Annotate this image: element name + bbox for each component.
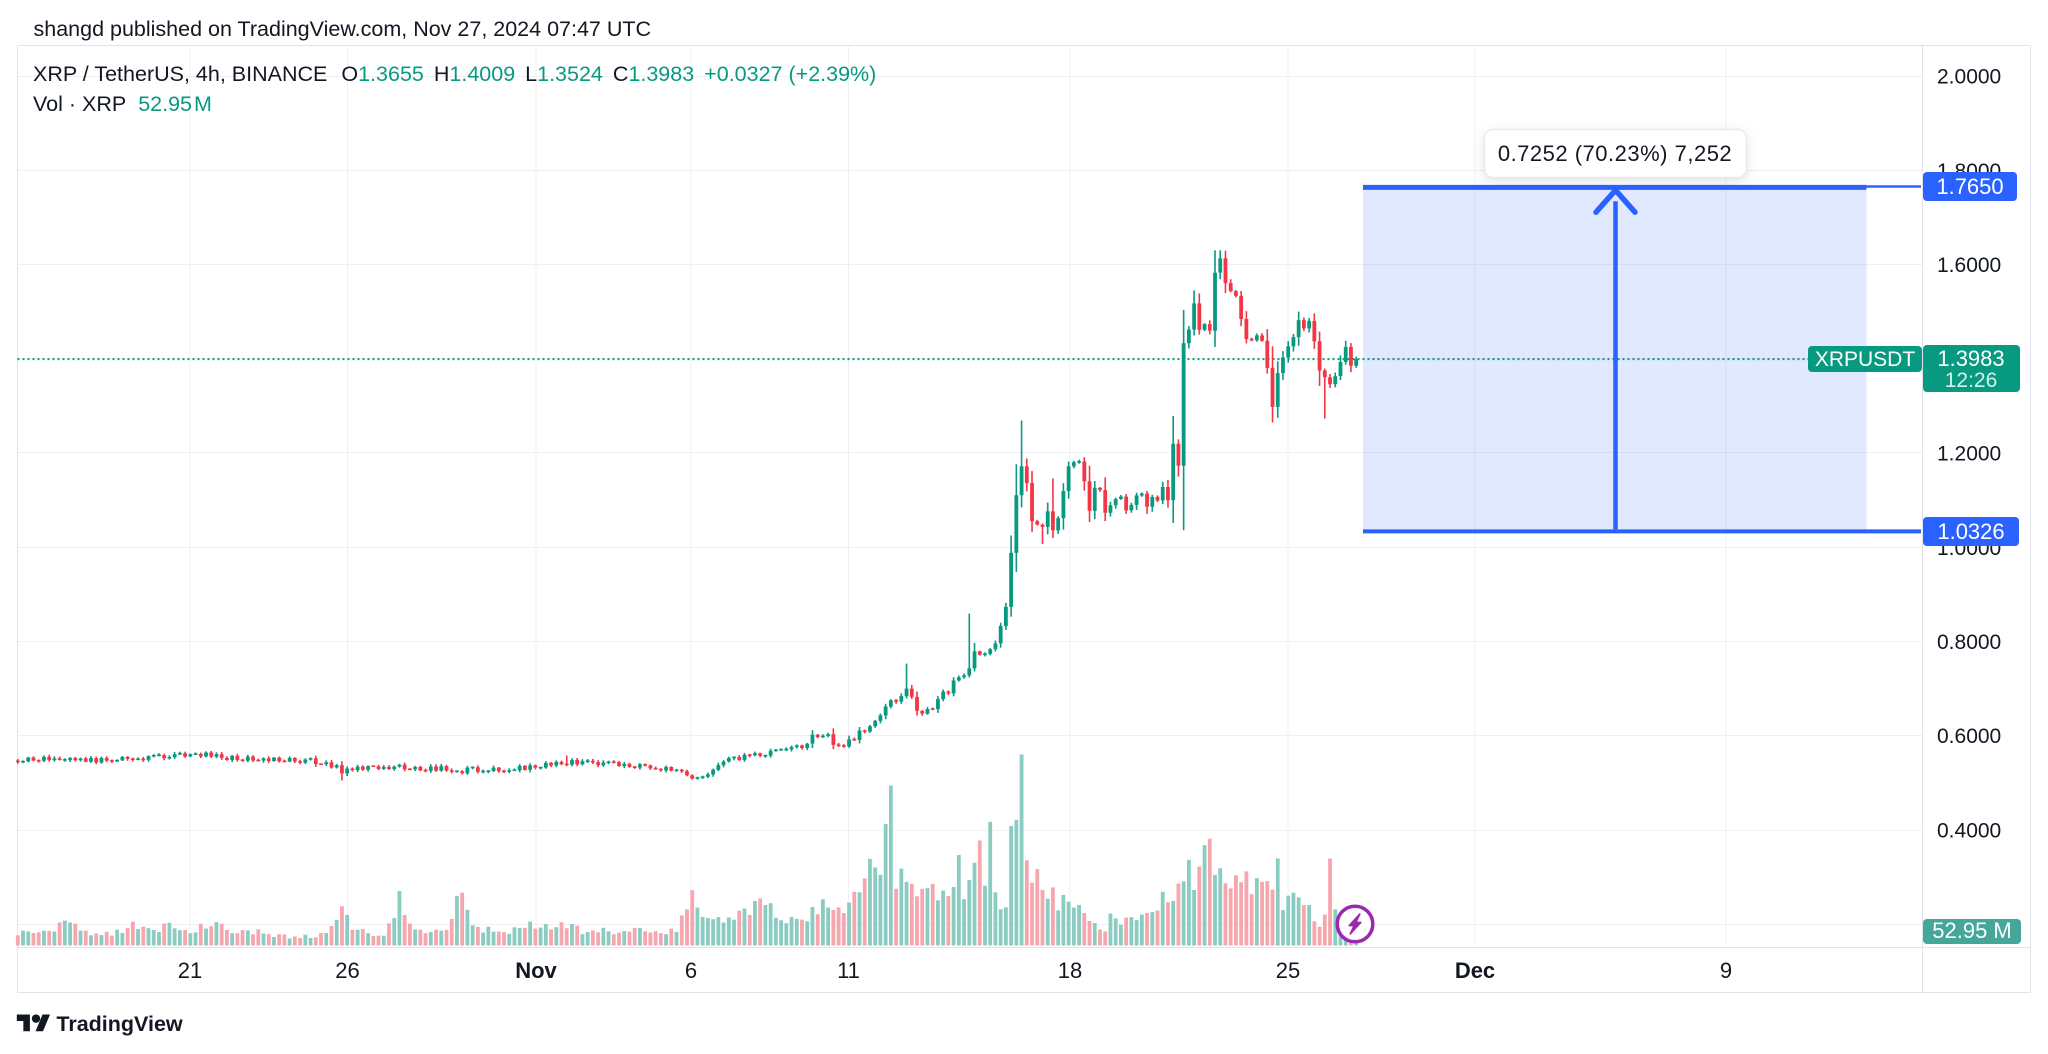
svg-text:0.4000: 0.4000 bbox=[1937, 820, 2001, 843]
svg-text:21: 21 bbox=[178, 958, 202, 983]
svg-text:0.8000: 0.8000 bbox=[1937, 631, 2001, 654]
svg-text:1.7650: 1.7650 bbox=[1936, 174, 2003, 199]
svg-text:6: 6 bbox=[685, 958, 697, 983]
svg-text:1.0326: 1.0326 bbox=[1937, 519, 2004, 544]
svg-text:52.95 M: 52.95 M bbox=[1932, 918, 2012, 943]
svg-text:TradingView: TradingView bbox=[56, 1012, 183, 1036]
svg-text:shangd published on TradingVie: shangd published on TradingView.com, Nov… bbox=[34, 17, 652, 41]
svg-text:Dec: Dec bbox=[1455, 958, 1495, 983]
svg-text:26: 26 bbox=[335, 958, 359, 983]
svg-text:18: 18 bbox=[1058, 958, 1082, 983]
svg-text:25: 25 bbox=[1276, 958, 1300, 983]
svg-text:1.2000: 1.2000 bbox=[1937, 443, 2001, 466]
svg-text:0.7252 (70.23%) 7,252: 0.7252 (70.23%) 7,252 bbox=[1498, 141, 1732, 166]
svg-text:XRPUSDT: XRPUSDT bbox=[1815, 348, 1916, 371]
svg-text:12:26: 12:26 bbox=[1945, 369, 1998, 392]
svg-text:2.0000: 2.0000 bbox=[1937, 66, 2001, 89]
svg-text:0.6000: 0.6000 bbox=[1937, 725, 2001, 748]
svg-text:1.3983: 1.3983 bbox=[1937, 346, 2004, 371]
svg-text:11: 11 bbox=[837, 958, 860, 983]
svg-text:9: 9 bbox=[1720, 958, 1732, 983]
svg-text:1.6000: 1.6000 bbox=[1937, 254, 2001, 277]
svg-text:Nov: Nov bbox=[515, 958, 557, 983]
